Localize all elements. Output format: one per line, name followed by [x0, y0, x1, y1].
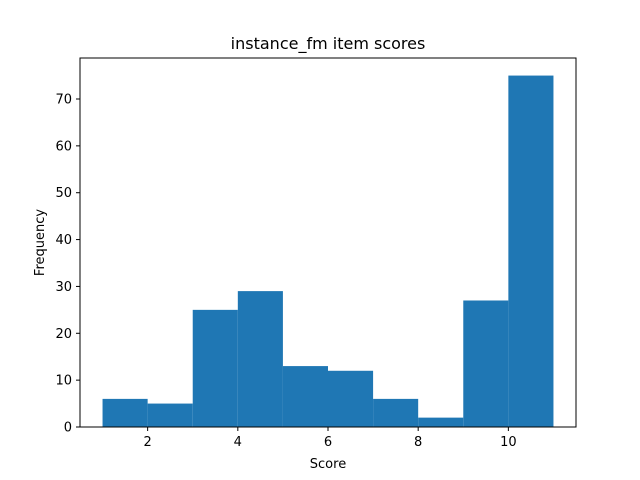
chart-title: instance_fm item scores: [231, 34, 426, 54]
histogram-bar: [463, 300, 509, 427]
histogram-bar: [192, 309, 238, 427]
x-tick-label: 6: [324, 435, 332, 450]
y-tick-label: 30: [55, 280, 72, 295]
histogram-bar: [282, 366, 328, 427]
y-tick-label: 70: [55, 93, 72, 108]
x-tick-label: 2: [143, 435, 151, 450]
y-axis-label: Frequency: [33, 209, 48, 276]
y-tick-label: 40: [55, 233, 72, 248]
y-tick-label: 10: [55, 374, 72, 389]
bars-group: [102, 75, 554, 428]
y-tick-label: 0: [64, 421, 72, 436]
y-tick-label: 20: [55, 327, 72, 342]
x-axis-ticks: 2 4 6 8 10: [143, 427, 517, 450]
histogram-bar: [147, 403, 193, 427]
histogram-bar: [373, 398, 419, 427]
histogram-bar: [418, 417, 464, 427]
histogram-bar: [102, 398, 148, 427]
x-tick-label: 8: [414, 435, 422, 450]
histogram-bar: [237, 291, 283, 427]
x-tick-label: 10: [500, 435, 517, 450]
y-tick-label: 60: [55, 139, 72, 154]
y-axis-ticks: 0 10 20 30 40 50 60 70: [55, 93, 80, 436]
histogram-bar: [508, 75, 554, 428]
x-tick-label: 4: [234, 435, 242, 450]
histogram-bar: [328, 370, 374, 427]
x-axis-label: Score: [310, 457, 346, 472]
y-tick-label: 50: [55, 186, 72, 201]
